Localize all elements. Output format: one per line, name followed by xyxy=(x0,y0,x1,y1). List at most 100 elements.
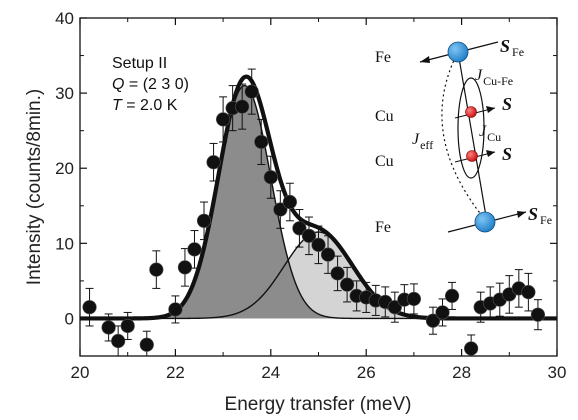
y-tick-label: 20 xyxy=(55,159,74,178)
data-point xyxy=(311,225,326,265)
x-axis-label: Energy transfer (meV) xyxy=(225,394,412,415)
y-tick-label: 0 xyxy=(65,309,74,328)
atom-label-cu-bottom: Cu xyxy=(375,153,394,170)
j-cufe-sub: Cu-Fe xyxy=(483,74,513,88)
t-symbol: T xyxy=(112,97,123,114)
q-value: = (2 3 0) xyxy=(124,76,188,93)
measurement-annotation: Setup II Q = (2 3 0) T = 2.0 K xyxy=(112,55,189,114)
spin-symbol-fe-top: S xyxy=(500,36,510,56)
x-tick-label: 26 xyxy=(357,363,376,382)
data-marker xyxy=(311,237,326,252)
t-value: = 2.0 K xyxy=(122,97,178,114)
data-point xyxy=(530,299,546,331)
data-point xyxy=(111,325,126,356)
data-marker xyxy=(425,313,441,328)
data-point xyxy=(301,216,317,256)
q-symbol: Q xyxy=(112,76,124,93)
data-point xyxy=(340,266,355,303)
j-cu-symbol: J xyxy=(479,123,487,140)
q-annotation: Q = (2 3 0) xyxy=(112,76,189,93)
j-cu-sub: Cu xyxy=(487,130,501,144)
data-point xyxy=(216,96,231,143)
spin-label-cu-bottom: S xyxy=(502,144,512,164)
data-point xyxy=(206,142,221,182)
data-marker xyxy=(292,221,307,236)
data-point xyxy=(244,68,259,115)
data-point xyxy=(177,248,193,287)
data-marker xyxy=(444,288,460,304)
spin-sub-fe-bottom: Fe xyxy=(540,213,552,227)
data-marker xyxy=(263,170,278,185)
cu-bottom-spin-arrowhead xyxy=(486,150,495,157)
data-marker xyxy=(168,302,183,317)
data-point xyxy=(187,230,202,269)
data-marker xyxy=(235,99,250,114)
spin-symbol-fe-bottom: S xyxy=(528,204,538,224)
fe-atom-bottom xyxy=(474,211,496,233)
data-point xyxy=(521,272,536,312)
spin-label-fe-top: S Fe xyxy=(500,36,524,59)
data-marker xyxy=(82,300,97,315)
data-marker xyxy=(435,305,450,320)
data-point xyxy=(502,275,517,314)
data-marker xyxy=(273,202,288,217)
data-point xyxy=(320,235,336,274)
data-marker xyxy=(330,266,345,281)
data-point xyxy=(406,283,422,315)
data-marker xyxy=(206,155,221,170)
data-point xyxy=(387,291,402,323)
data-marker xyxy=(120,318,135,334)
data-marker xyxy=(101,320,116,335)
data-point xyxy=(120,311,135,340)
x-tick-label: 20 xyxy=(71,363,90,382)
data-point xyxy=(492,282,507,317)
data-marker xyxy=(216,112,231,127)
axis-ticks: 20 22 24 26 28 30 0 10 20 30 40 xyxy=(55,9,566,382)
spin-label-fe-bottom: S Fe xyxy=(528,204,552,227)
data-point xyxy=(149,250,164,289)
data-point xyxy=(263,155,278,199)
j-cufe-label: JCu-Fe xyxy=(475,67,513,88)
data-marker xyxy=(340,277,355,292)
data-marker xyxy=(282,194,297,210)
atom-label-fe-bottom: Fe xyxy=(375,219,391,236)
data-point xyxy=(101,313,116,342)
data-point xyxy=(254,118,269,165)
data-marker xyxy=(244,84,259,99)
x-tick-label: 30 xyxy=(548,363,567,382)
data-marker xyxy=(111,333,126,349)
data-point xyxy=(330,255,345,292)
peak-fills xyxy=(80,85,557,319)
data-marker xyxy=(187,242,202,257)
data-point xyxy=(273,190,288,229)
atom-label-cu-top: Cu xyxy=(375,108,394,125)
peak-fill-2 xyxy=(80,232,557,319)
j-cu-ellipse xyxy=(457,77,485,179)
y-axis-label: Intensity (counts/8min.) xyxy=(24,89,45,285)
data-point xyxy=(235,83,250,130)
data-point xyxy=(82,287,97,327)
data-marker xyxy=(521,285,536,300)
fe-top-spin-arrowhead xyxy=(420,56,430,63)
t-annotation: T = 2.0 K xyxy=(112,97,178,114)
x-tick-label: 22 xyxy=(166,363,185,382)
spin-label-cu-top: S xyxy=(502,94,512,114)
x-tick-label: 28 xyxy=(452,363,471,382)
data-marker xyxy=(196,213,212,228)
j-eff-dotted-path xyxy=(441,51,488,223)
cu-atom-top xyxy=(465,106,477,118)
data-point xyxy=(435,298,450,327)
j-cu-label: JCu xyxy=(479,123,501,144)
data-point xyxy=(168,295,183,324)
y-tick-label: 40 xyxy=(55,9,74,28)
data-point xyxy=(282,182,297,222)
data-marker xyxy=(139,337,154,352)
x-tick-label: 24 xyxy=(261,363,280,382)
data-marker xyxy=(320,247,336,262)
data-point xyxy=(464,334,479,356)
plot-area xyxy=(80,68,557,356)
data-marker xyxy=(254,134,269,150)
spin-exchange-inset: Fe Cu Cu Fe S Fe S S S Fe JCu-Fe Jeff JCu xyxy=(375,36,552,236)
data-marker xyxy=(301,228,317,243)
